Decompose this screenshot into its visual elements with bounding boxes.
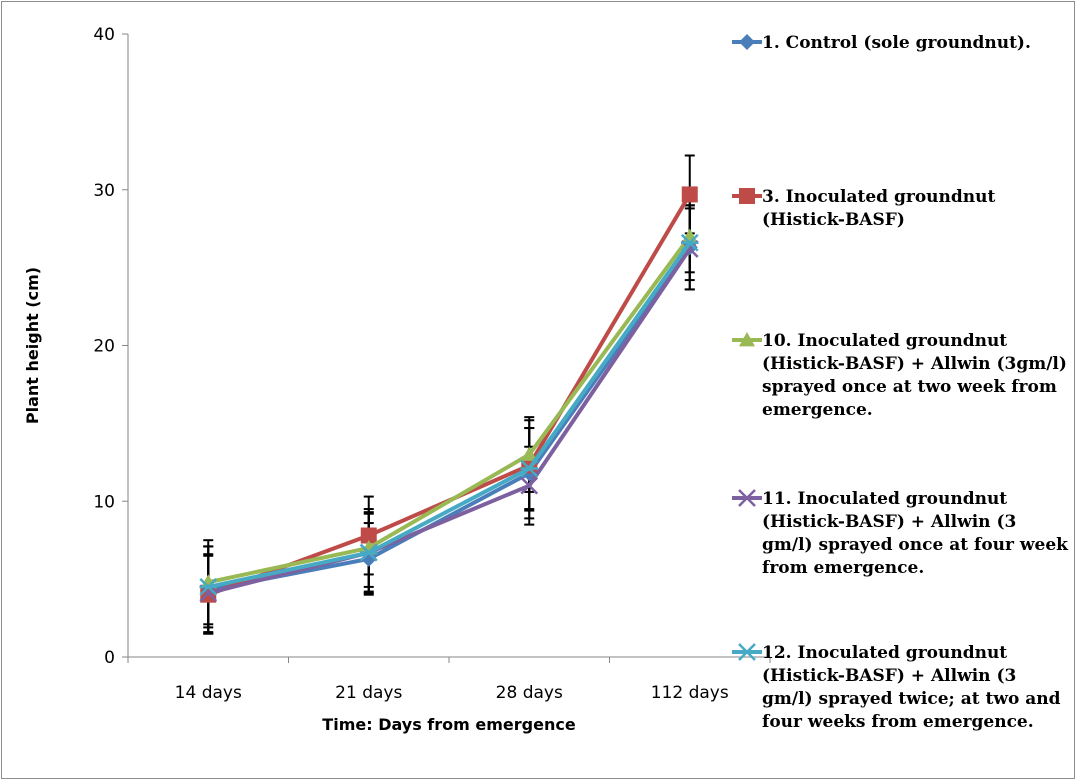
legend-symbol [738,489,756,507]
series-line [207,235,692,585]
y-tick-label: 10 [93,492,115,512]
legend-label: 11. Inoculated groundnut (Histick-BASF) … [762,489,1068,578]
legend-marker [732,188,762,204]
x-tick-label: 14 days [175,683,242,703]
y-tick-label: 0 [104,648,115,668]
series-4 [199,240,699,603]
data-point [359,543,378,562]
series-line [207,241,692,589]
tick-labels: 0 10 20 30 40 14 days 21 days 28 days 112 days [93,25,729,703]
data-point [360,527,377,544]
data-point [521,446,538,461]
legend-label: 3. Inoculated groundnut (Histick-BASF) [762,187,996,230]
y-tick-label: 20 [93,337,115,357]
legend-marker [732,643,762,661]
series-layer [199,154,699,635]
legend-marker [732,34,762,50]
series-2 [200,186,698,603]
series-3 [200,228,698,589]
x-axis-title: Time: Days from emergence [322,715,576,734]
legend-marker [732,489,762,507]
data-point [681,186,698,203]
legend-symbol [738,643,756,661]
series-1 [200,239,698,599]
y-axis-title: Plant height (cm) [23,267,42,424]
error-bars [203,154,695,635]
series-line [207,247,692,596]
legend-symbol [739,188,755,204]
series-lines [199,186,699,603]
y-tick-label: 40 [93,25,115,45]
series-line [207,193,692,597]
legend-label: 12. Inoculated groundnut (Histick-BASF) … [762,643,1061,732]
data-point [680,233,699,252]
x-tick-label: 28 days [496,683,563,703]
y-tick-label: 30 [93,181,115,201]
legend-marker [732,332,762,347]
series-5 [199,233,699,596]
legend-label: 10. Inoculated groundnut (Histick-BASF) … [762,331,1067,420]
data-point [199,578,218,596]
data-point [520,459,539,478]
legend-symbol [739,34,755,50]
data-point [520,476,539,495]
x-tick-label: 112 days [651,683,729,703]
legend-symbol [739,332,755,347]
legend-label: 1. Control (sole groundnut). [762,33,1031,53]
series-line [207,246,692,592]
axes [122,33,771,663]
x-tick-label: 21 days [335,683,402,703]
